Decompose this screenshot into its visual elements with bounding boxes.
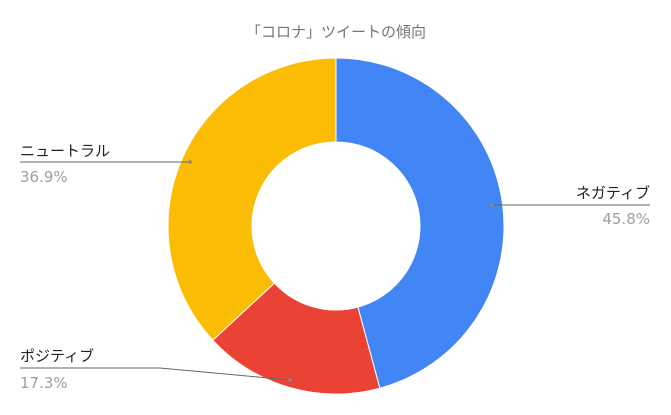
callout-dot-negative [490, 203, 494, 207]
label-negative: ネガティブ [576, 184, 650, 202]
label-positive: ポジティブ [20, 347, 94, 365]
slice-negative [335, 57, 505, 389]
slice-positive [212, 282, 381, 395]
callout-dot-positive [288, 378, 292, 382]
value-positive: 17.3% [20, 374, 68, 392]
value-neutral: 36.9% [20, 168, 68, 186]
slice-neutral [167, 57, 337, 341]
label-neutral: ニュートラル [20, 142, 110, 160]
value-negative: 45.8% [602, 210, 650, 228]
chart-title: 「コロナ」ツイートの傾向 [246, 23, 426, 41]
callout-dot-neutral [188, 160, 192, 164]
callout-line-positive [20, 367, 291, 381]
